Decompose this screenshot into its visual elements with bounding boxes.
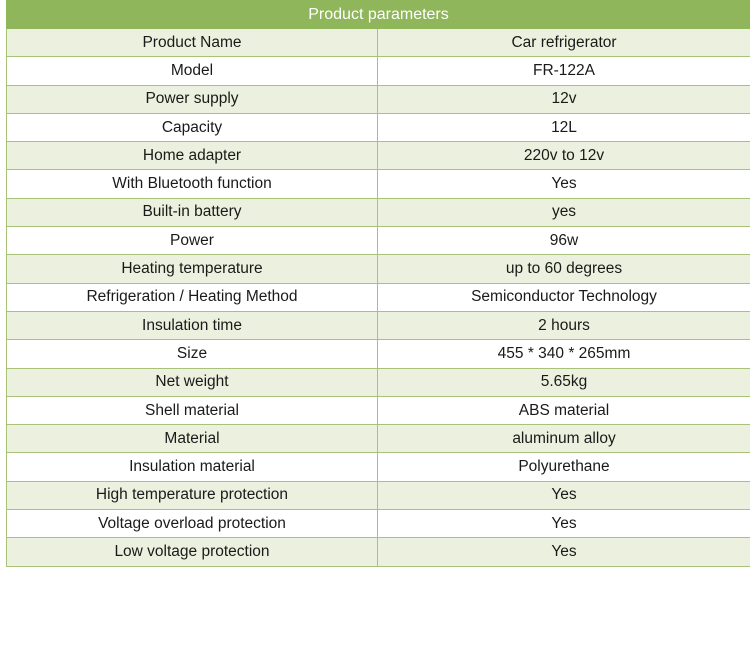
table-row: Built-in battery yes [6,197,750,228]
row-value: Semiconductor Technology [376,282,750,312]
table-row: Voltage overload protection Yes [6,509,750,539]
table-row: Material aluminum alloy [6,424,750,454]
row-value: 220v to 12v [376,141,750,171]
row-label: High temperature protection [6,480,378,511]
row-value: 455 * 340 * 265mm [376,339,750,369]
table-row: With Bluetooth function Yes [6,169,750,199]
row-label: Model [6,56,378,86]
row-label: Power [6,226,378,256]
table-row: Model FR-122A [6,56,750,86]
row-value: Yes [376,537,750,567]
row-value: 96w [376,226,750,256]
row-value: Polyurethane [376,452,750,482]
table-row: Size 455 * 340 * 265mm [6,339,750,369]
table-row: Net weight 5.65kg [6,367,750,397]
table-row: Insulation material Polyurethane [6,452,750,482]
row-label: Capacity [6,112,378,143]
row-value: 12v [376,84,750,114]
row-value: up to 60 degrees [376,254,750,284]
row-value: 5.65kg [376,367,750,397]
table-row: Power 96w [6,226,750,256]
table-header-row: Product parameters [5,0,750,29]
row-value: Car refrigerator [376,27,750,58]
row-label: With Bluetooth function [6,169,378,199]
row-label: Product Name [6,27,378,58]
row-value: aluminum alloy [376,424,750,454]
table-row: Shell material ABS material [6,395,750,426]
row-label: Insulation time [6,310,378,341]
row-label: Material [6,424,378,454]
row-label: Home adapter [6,141,378,171]
table-row: Refrigeration / Heating Method Semiconduc… [6,282,750,312]
row-value: 2 hours [376,310,750,341]
table-row: Product Name Car refrigerator [6,27,750,58]
row-label: Voltage overload protection [6,509,378,539]
table-row: Home adapter 220v to 12v [6,141,750,171]
row-label: Shell material [6,395,378,426]
table-row: Insulation time 2 hours [6,310,750,341]
table-row: Heating temperature up to 60 degrees [6,254,750,284]
row-value: yes [376,197,750,228]
row-label: Net weight [6,367,378,397]
table-row: High temperature protection Yes [6,480,750,511]
row-label: Refrigeration / Heating Method [6,282,378,312]
row-value: Yes [376,169,750,199]
row-label: Insulation material [6,452,378,482]
row-label: Heating temperature [6,254,378,284]
table-title: Product parameters [5,0,750,29]
row-value: FR-122A [376,56,750,86]
row-label: Power supply [6,84,378,114]
row-value: Yes [376,509,750,539]
table-row: Capacity 12L [6,112,750,143]
table-row: Power supply 12v [6,84,750,114]
row-value: ABS material [376,395,750,426]
table-row: Low voltage protection Yes [6,537,750,567]
product-parameters-table: Product parameters Product Name Car refri… [5,0,750,567]
row-value: 12L [376,112,750,143]
row-label: Built-in battery [6,197,378,228]
row-value: Yes [376,480,750,511]
row-label: Low voltage protection [6,537,378,567]
table-body: Product Name Car refrigerator Model FR-122… [6,27,750,567]
row-label: Size [6,339,378,369]
